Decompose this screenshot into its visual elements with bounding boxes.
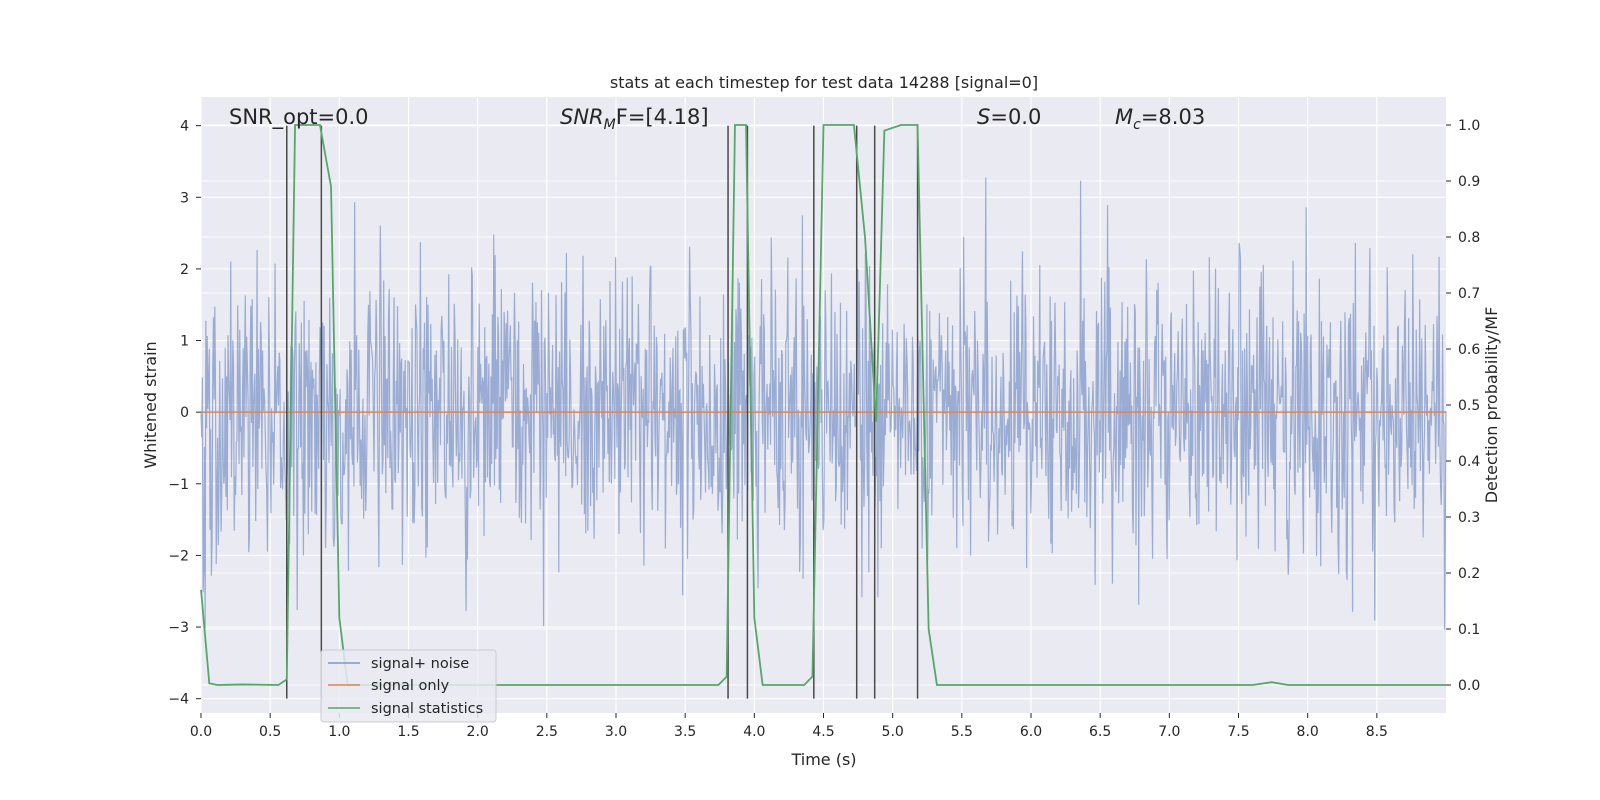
x-axis: 0.0 0.5 1.0 1.5 2.0 2.5 3.0 3.5 4.0 4.5 5.0 5.5 6.0 6… — [190, 713, 1388, 740]
legend: signal+ noise signal only signal statist… — [320, 649, 497, 723]
legend-box — [320, 649, 497, 723]
annotation-s: S=0.0 — [977, 105, 1041, 129]
x-tick-label: 3.5 — [674, 724, 696, 740]
signal-statistics-line — [200, 124, 1446, 686]
y2-axis-title: Detection probability/MF — [1482, 307, 1501, 504]
y-tick-label: 3 — [180, 190, 189, 206]
annotation-snr-mf: SNRMF=[4.18] — [560, 105, 709, 133]
y-axis-left: −4 −3 −2 −1 0 1 2 3 4 — [168, 119, 201, 708]
y2-tick-label: 0.8 — [1458, 230, 1480, 246]
y2-tick-label: 0.2 — [1458, 566, 1480, 582]
y-tick-label: −4 — [168, 692, 189, 708]
legend-label-signal-statistics: signal statistics — [371, 701, 483, 717]
y2-tick-label: 1.0 — [1458, 118, 1480, 134]
y-tick-label: −1 — [168, 477, 189, 493]
y2-tick-label: 0.1 — [1458, 622, 1480, 638]
x-tick-label: 4.0 — [743, 724, 765, 740]
y2-tick-label: 0.7 — [1458, 286, 1480, 302]
y-tick-label: −2 — [168, 548, 189, 564]
x-tick-label: 3.0 — [605, 724, 627, 740]
x-tick-label: 1.0 — [328, 724, 350, 740]
y2-tick-label: 0.6 — [1458, 342, 1480, 358]
y2-tick-label: 0.5 — [1458, 398, 1480, 414]
y-tick-label: 1 — [180, 334, 189, 350]
annotation-snr-opt: SNR_opt=0.0 — [229, 105, 369, 130]
x-tick-label: 0.0 — [190, 724, 212, 740]
y2-tick-label: 0.3 — [1458, 510, 1480, 526]
x-tick-label: 8.0 — [1297, 724, 1319, 740]
x-tick-label: 0.5 — [259, 724, 281, 740]
y-axis-title: Whitened strain — [141, 341, 160, 468]
legend-label-signal-only: signal only — [371, 678, 450, 694]
x-tick-label: 4.5 — [812, 724, 834, 740]
x-axis-title: Time (s) — [790, 750, 856, 769]
y-axis-right: 0.0 0.1 0.2 0.3 0.4 0.5 0.6 0.7 0.8 0.9 1.0 — [1446, 118, 1480, 694]
signal-noise-line — [200, 177, 1447, 630]
x-tick-label: 7.0 — [1158, 724, 1180, 740]
y-tick-label: −3 — [168, 620, 189, 636]
annotation-mc: Mc=8.03 — [1115, 105, 1205, 133]
y2-tick-label: 0.9 — [1458, 174, 1480, 190]
x-tick-label: 6.5 — [1089, 724, 1111, 740]
chart-title: stats at each timestep for test data 142… — [610, 73, 1038, 92]
y2-tick-label: 0.0 — [1458, 678, 1480, 694]
x-tick-label: 6.0 — [1020, 724, 1042, 740]
x-tick-label: 2.5 — [536, 724, 558, 740]
x-tick-label: 5.5 — [951, 724, 973, 740]
x-tick-label: 1.5 — [397, 724, 419, 740]
x-tick-label: 8.5 — [1366, 724, 1388, 740]
x-tick-label: 5.0 — [882, 724, 904, 740]
x-tick-label: 2.0 — [467, 724, 489, 740]
y-tick-label: 4 — [180, 119, 189, 135]
y-tick-label: 2 — [180, 262, 189, 278]
series-signal-noise — [200, 177, 1447, 630]
x-tick-label: 7.5 — [1227, 724, 1249, 740]
y-tick-label: 0 — [180, 405, 189, 421]
series-signal-statistics — [200, 124, 1446, 686]
legend-label-signal-noise: signal+ noise — [371, 656, 469, 672]
y2-tick-label: 0.4 — [1458, 454, 1480, 470]
